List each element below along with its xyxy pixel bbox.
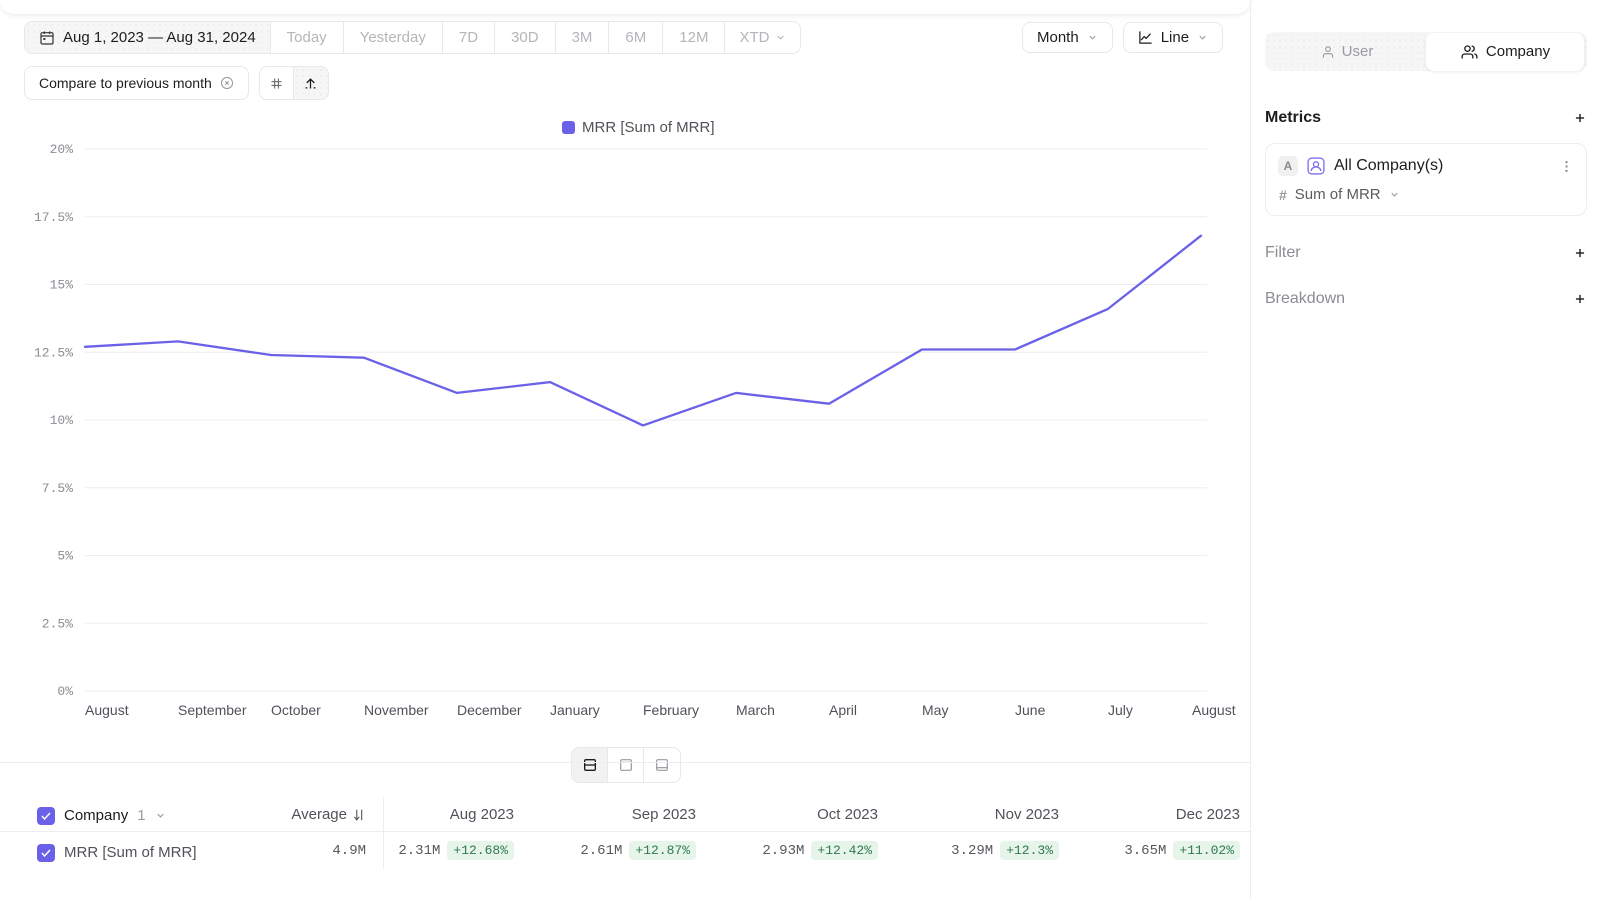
svg-text:January: January xyxy=(550,702,600,718)
svg-text:0%: 0% xyxy=(57,684,73,699)
svg-text:August: August xyxy=(1192,702,1236,718)
svg-text:5%: 5% xyxy=(57,549,73,564)
svg-text:April: April xyxy=(829,702,857,718)
svg-text:October: October xyxy=(271,702,321,718)
svg-text:November: November xyxy=(364,702,429,718)
svg-text:July: July xyxy=(1108,702,1133,718)
svg-text:May: May xyxy=(922,702,948,718)
svg-text:15%: 15% xyxy=(50,278,74,293)
svg-text:20%: 20% xyxy=(50,142,74,157)
svg-text:June: June xyxy=(1015,702,1046,718)
svg-text:10%: 10% xyxy=(50,413,74,428)
svg-text:12.5%: 12.5% xyxy=(34,345,73,360)
svg-text:March: March xyxy=(736,702,775,718)
svg-text:December: December xyxy=(457,702,522,718)
svg-text:August: August xyxy=(85,702,129,718)
svg-text:17.5%: 17.5% xyxy=(34,210,73,225)
svg-text:September: September xyxy=(178,702,247,718)
svg-text:February: February xyxy=(643,702,699,718)
svg-text:2.5%: 2.5% xyxy=(42,616,73,631)
svg-text:7.5%: 7.5% xyxy=(42,481,73,496)
